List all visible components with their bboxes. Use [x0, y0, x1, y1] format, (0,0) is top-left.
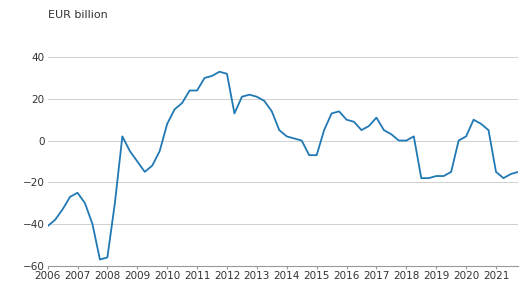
- Text: EUR billion: EUR billion: [48, 10, 107, 20]
